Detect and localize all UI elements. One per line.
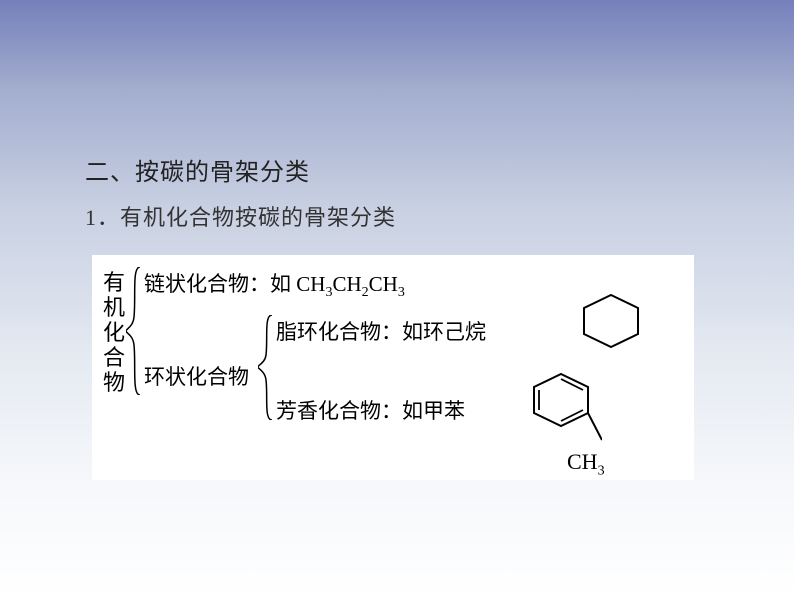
chain-formula: CH3CH2CH3	[296, 272, 405, 296]
alicyclic-line: 脂环化合物：如环己烷	[276, 316, 486, 346]
brace-sub	[258, 315, 272, 420]
section-heading: 二、按碳的骨架分类	[85, 152, 310, 187]
classification-diagram: 有机化合物 链状化合物：如 CH3CH2CH3 环状化合物 脂环化合物：如环己烷…	[92, 255, 694, 480]
toluene-ch3-label: CH3	[567, 449, 605, 479]
cyclohexane-icon	[580, 293, 642, 349]
brace-main	[126, 267, 140, 395]
root-label: 有机化合物	[102, 270, 126, 395]
chain-compound-line: 链状化合物：如 CH3CH2CH3	[144, 268, 405, 301]
ring-compound-label: 环状化合物	[144, 361, 249, 391]
chain-prefix: 链状化合物：如	[144, 272, 296, 296]
section-subheading: 1．有机化合物按碳的骨架分类	[85, 200, 396, 232]
aromatic-line: 芳香化合物：如甲苯	[276, 395, 465, 425]
